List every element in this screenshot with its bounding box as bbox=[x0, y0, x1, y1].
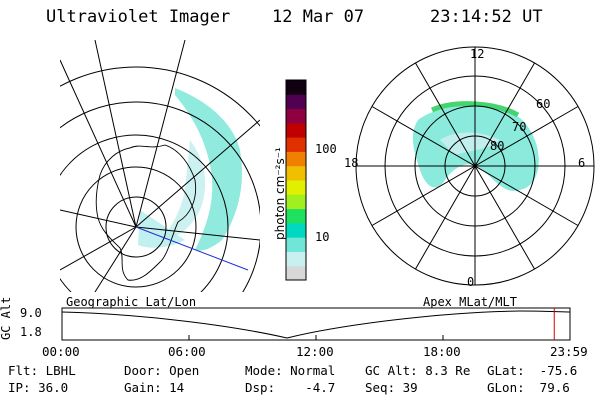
colorbar-segment bbox=[286, 137, 306, 152]
gc-alt-info: GC Alt: 8.3 Re bbox=[365, 363, 471, 378]
terminator-line bbox=[135, 226, 249, 271]
colorbar-tick-10: 10 bbox=[315, 230, 330, 244]
colorbar-segment bbox=[286, 251, 306, 267]
colorbar-segment bbox=[286, 165, 306, 181]
colorbar-segment bbox=[286, 94, 306, 110]
colorbar-border bbox=[285, 79, 307, 281]
filter-info: Flt: LBHL bbox=[8, 363, 76, 378]
colorbar-segment bbox=[286, 222, 306, 238]
seq-info: Seq: 39 bbox=[365, 380, 418, 395]
time-label: 23:14:52 UT bbox=[430, 7, 543, 27]
glon-info: GLon: 79.6 bbox=[487, 380, 570, 395]
ip-info: IP: 36.0 bbox=[8, 380, 69, 395]
mlt-label-18: 18 bbox=[344, 156, 359, 170]
date-label: 12 Mar 07 bbox=[272, 7, 365, 27]
colorbar-segment bbox=[286, 208, 306, 224]
colorbar-segment bbox=[286, 80, 306, 95]
geographic-caption: Geographic Lat/Lon bbox=[66, 295, 197, 309]
colorbar-segment bbox=[286, 237, 306, 252]
altitude-xtick-4: 23:59 bbox=[550, 344, 588, 359]
altitude-xtick-1: 06:00 bbox=[168, 344, 206, 359]
mlt-label-12: 12 bbox=[470, 47, 485, 61]
colorbar-segment bbox=[286, 180, 306, 195]
mode-info: Mode: Normal bbox=[245, 363, 336, 378]
dsp-info: Dsp: -4.7 bbox=[245, 380, 336, 395]
altitude-ytick-1-8: 1.8 bbox=[20, 325, 42, 339]
colorbar-tick-100: 100 bbox=[315, 142, 337, 156]
colorbar-segment bbox=[286, 122, 306, 138]
mlat-label-60: 60 bbox=[536, 97, 551, 111]
altitude-xtick-0: 00:00 bbox=[42, 344, 80, 359]
glat-info: GLat: -75.6 bbox=[487, 363, 578, 378]
mlt-label-0: 0 bbox=[467, 275, 475, 289]
colorbar-segment bbox=[286, 194, 306, 210]
colorbar-segment bbox=[286, 108, 306, 124]
colorbar-segment bbox=[286, 265, 306, 281]
mlat-label-70: 70 bbox=[512, 120, 527, 134]
instrument-title: Ultraviolet Imager bbox=[46, 7, 231, 27]
mlat-label-80: 80 bbox=[490, 139, 505, 153]
door-info: Door: Open bbox=[124, 363, 200, 378]
apex-caption: Apex MLat/MLT bbox=[423, 295, 517, 309]
colorbar bbox=[285, 79, 307, 281]
altitude-xtick-3: 18:00 bbox=[423, 344, 461, 359]
altitude-ytick-9: 9.0 bbox=[20, 306, 42, 320]
gain-info: Gain: 14 bbox=[124, 380, 185, 395]
mlt-label-6: 6 bbox=[578, 156, 586, 170]
altitude-xtick-2: 12:00 bbox=[296, 344, 334, 359]
colorbar-segment bbox=[286, 151, 306, 167]
aurora-region-left bbox=[175, 88, 242, 251]
altitude-curve bbox=[61, 310, 571, 339]
